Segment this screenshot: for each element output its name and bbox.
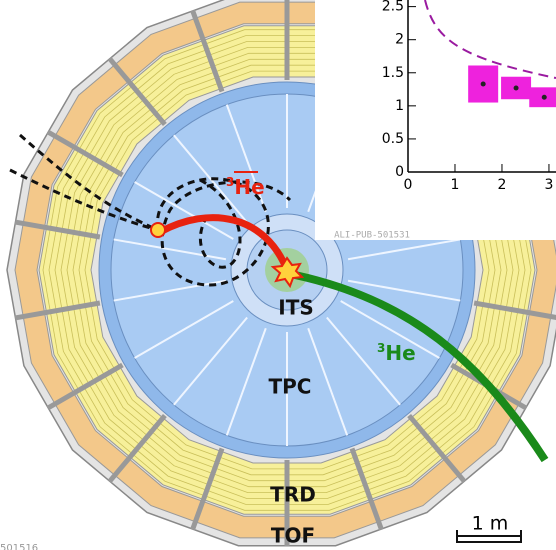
inset-background bbox=[315, 0, 556, 240]
y-tick-label: 2 bbox=[395, 32, 404, 48]
element: He bbox=[385, 341, 415, 365]
y-tick-label: 2.5 bbox=[382, 0, 404, 15]
mass-number: 3 bbox=[377, 341, 385, 355]
tpc-label: TPC bbox=[269, 375, 312, 399]
mass-number: 3 bbox=[226, 175, 234, 189]
x-tick-label: 1 bbox=[451, 177, 460, 193]
credit-partial: 501516 bbox=[0, 543, 38, 550]
x-tick-label: 0 bbox=[404, 177, 413, 193]
detector-figure: ITS TPC TRD TOF 3He 3He 1 m 501516 00.51… bbox=[0, 0, 556, 550]
x-tick-label: 2 bbox=[498, 177, 507, 193]
y-tick-label: 1.5 bbox=[382, 65, 404, 81]
y-tick-label: 1 bbox=[395, 98, 404, 114]
tof-label: TOF bbox=[271, 524, 315, 548]
screenshot: ITS TPC TRD TOF 3He 3He 1 m 501516 00.51… bbox=[0, 0, 556, 550]
credit: ALI-PUB-501531 bbox=[334, 231, 410, 241]
y-tick-label: 0.5 bbox=[382, 131, 404, 147]
element: He bbox=[234, 175, 264, 199]
scale-bar-label: 1 m bbox=[472, 513, 509, 535]
trd-label: TRD bbox=[270, 483, 316, 507]
x-tick-label: 3 bbox=[544, 177, 553, 193]
vertex bbox=[151, 223, 165, 237]
data-point bbox=[514, 85, 519, 90]
its-label: ITS bbox=[278, 296, 314, 320]
data-point bbox=[481, 82, 486, 87]
data-point bbox=[542, 95, 547, 100]
